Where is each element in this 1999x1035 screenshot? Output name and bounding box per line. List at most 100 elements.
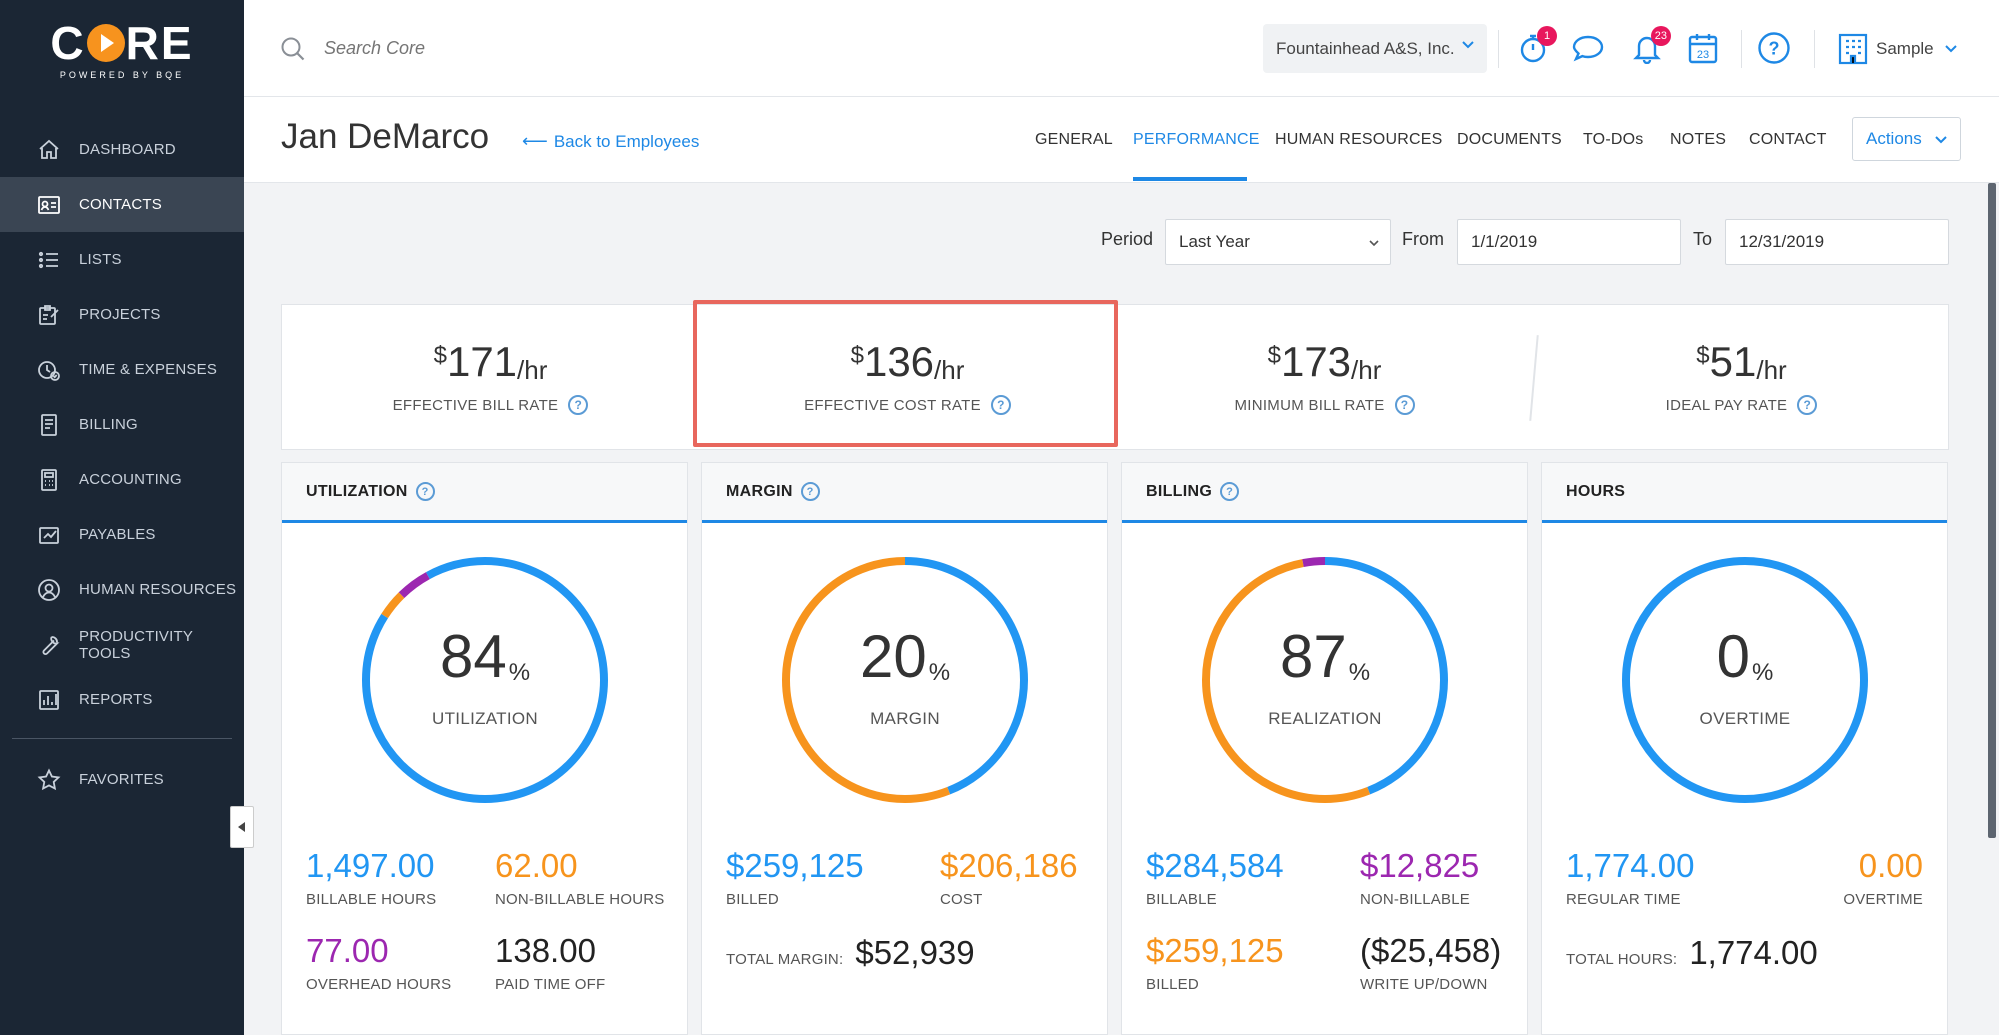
sidebar-item-dashboard[interactable]: DASHBOARD — [0, 122, 244, 177]
sidebar-item-time-expenses[interactable]: TIME & EXPENSES — [0, 342, 244, 397]
stat-label: PAID TIME OFF — [495, 976, 606, 993]
hours-card: HOURS 0% OVERTIME 1,774.00 REGULAR TIME 0… — [1541, 462, 1948, 1035]
search-input[interactable] — [324, 34, 724, 62]
sidebar-item-accounting[interactable]: ACCOUNTING — [0, 452, 244, 507]
chevron-left-icon — [238, 822, 245, 832]
help-icon[interactable]: ? — [1797, 395, 1818, 415]
help-icon[interactable]: ? — [568, 395, 589, 415]
performance-panel: Period Last Year From 1/1/2019 To 12/31/… — [244, 183, 1999, 1035]
stat-value: 1,497.00 — [306, 847, 435, 884]
stat-value: $259,125 — [1146, 932, 1284, 969]
toolbar-divider — [1741, 30, 1742, 68]
total-margin: TOTAL MARGIN: $52,939 — [726, 934, 975, 972]
help-icon[interactable]: ? — [1394, 395, 1415, 415]
write-up-down-stat: ($25,458) WRITE UP/DOWN — [1360, 934, 1501, 993]
star-icon — [36, 767, 62, 793]
list-icon — [36, 247, 62, 273]
sidebar-item-label: TIME & EXPENSES — [79, 361, 218, 378]
timer-button[interactable]: 1 — [1515, 26, 1557, 66]
rate-value: $171/hr — [434, 341, 548, 384]
rate-number: 136 — [863, 338, 935, 385]
rate-unit: /hr — [934, 355, 965, 385]
sidebar-item-label: PRODUCTIVITY TOOLS — [79, 627, 193, 662]
from-date-input[interactable]: 1/1/2019 — [1457, 219, 1681, 265]
tab-todos[interactable]: TO-DOs — [1583, 131, 1644, 148]
rate-number: 173 — [1280, 338, 1352, 385]
tab-human-resources[interactable]: HUMAN RESOURCES — [1275, 131, 1443, 148]
billed-stat: $259,125 BILLED — [726, 849, 864, 908]
stat-value: 1,774.00 — [1566, 847, 1695, 884]
chat-icon — [1572, 35, 1604, 62]
stat-value: 0.00 — [1858, 847, 1923, 884]
tab-contact[interactable]: CONTACT — [1749, 131, 1827, 148]
help-icon[interactable]: ? — [1220, 482, 1240, 501]
stat-label: BILLED — [1146, 976, 1199, 993]
rate-value: $136/hr — [850, 338, 965, 385]
chat-button[interactable] — [1571, 30, 1607, 66]
ring-center: 0% OVERTIME — [1620, 555, 1870, 805]
help-icon[interactable]: ? — [800, 482, 820, 501]
sidebar-item-payables[interactable]: PAYABLES — [0, 507, 244, 562]
period-select[interactable]: Last Year — [1165, 219, 1391, 265]
tab-performance[interactable]: PERFORMANCE — [1133, 131, 1260, 148]
search-icon[interactable] — [280, 36, 306, 62]
calendar-button[interactable]: 23 — [1685, 30, 1721, 66]
timer-badge: 1 — [1537, 26, 1557, 46]
help-icon: ? — [1758, 32, 1790, 64]
sidebar-item-productivity-tools[interactable]: PRODUCTIVITY TOOLS — [0, 617, 244, 672]
scrollbar-thumb[interactable] — [1988, 183, 1996, 838]
stat-value: $284,584 — [1146, 847, 1284, 884]
tab-documents[interactable]: DOCUMENTS — [1457, 131, 1562, 148]
company-selector[interactable]: Fountainhead A&S, Inc. — [1263, 24, 1487, 73]
rate-unit: /hr — [1756, 355, 1787, 385]
rate-effective-cost: $136/hr EFFECTIVE COST RATE? — [699, 305, 1116, 451]
toolbar-divider — [1814, 30, 1815, 68]
help-icon[interactable]: ? — [415, 482, 435, 501]
sidebar-item-label: HUMAN RESOURCES — [79, 581, 237, 598]
sidebar-item-label: REPORTS — [79, 691, 153, 708]
actions-dropdown[interactable]: Actions — [1852, 117, 1961, 161]
non-billable-stat: $12,825 NON-BILLABLE — [1360, 849, 1479, 908]
sidebar-item-favorites[interactable]: FAVORITES — [0, 752, 244, 807]
sidebar-item-projects[interactable]: PROJECTS — [0, 287, 244, 342]
calculator-icon — [36, 467, 62, 493]
ring-segment-orange — [1202, 557, 1448, 803]
core-logo[interactable]: C RE POWERED BY BQE — [0, 20, 244, 80]
billing-ring — [1202, 557, 1448, 803]
scrollbar[interactable] — [1985, 183, 1999, 1035]
back-to-employees-link[interactable]: ⟵ Back to Employees — [522, 131, 699, 152]
sidebar-item-contacts[interactable]: CONTACTS — [0, 177, 244, 232]
card-title: HOURS — [1566, 482, 1626, 500]
sidebar-item-lists[interactable]: LISTS — [0, 232, 244, 287]
tab-general[interactable]: GENERAL — [1035, 131, 1113, 148]
rate-minimum-bill: $173/hr MINIMUM BILL RATE? — [1116, 305, 1533, 451]
stat-label: OVERHEAD HOURS — [306, 976, 452, 993]
hours-ring — [1622, 557, 1868, 803]
help-icon[interactable]: ? — [990, 395, 1011, 415]
sidebar-collapse-button[interactable] — [230, 806, 254, 848]
rate-currency: $ — [850, 342, 864, 369]
back-link-label: Back to Employees — [553, 131, 700, 151]
sidebar-item-reports[interactable]: REPORTS — [0, 672, 244, 727]
tab-notes[interactable]: NOTES — [1670, 131, 1727, 148]
arrow-left-icon: ⟵ — [522, 131, 548, 151]
sidebar-item-human-resources[interactable]: HUMAN RESOURCES — [0, 562, 244, 617]
card-header: UTILIZATION? — [282, 463, 687, 523]
sidebar-item-label: PROJECTS — [79, 306, 161, 323]
payables-icon — [36, 522, 62, 548]
cost-stat: $206,186 COST — [940, 849, 1078, 908]
highlight-box — [693, 300, 1118, 447]
rate-label: MINIMUM BILL RATE — [1234, 396, 1385, 414]
card-title: MARGIN — [726, 482, 793, 500]
company-name: Fountainhead A&S, Inc. — [1276, 38, 1455, 58]
billing-icon — [36, 412, 62, 438]
help-button[interactable]: ? — [1756, 30, 1792, 66]
stat-label: NON-BILLABLE — [1360, 891, 1470, 908]
sidebar-item-billing[interactable]: BILLING — [0, 397, 244, 452]
user-menu[interactable]: Sample — [1838, 30, 1958, 68]
period-label: Period — [1101, 229, 1154, 249]
to-date-input[interactable]: 12/31/2019 — [1725, 219, 1949, 265]
logo-tagline: POWERED BY BQE — [59, 70, 185, 80]
notifications-button[interactable]: 23 — [1629, 26, 1671, 66]
percent-sign: % — [508, 659, 531, 686]
